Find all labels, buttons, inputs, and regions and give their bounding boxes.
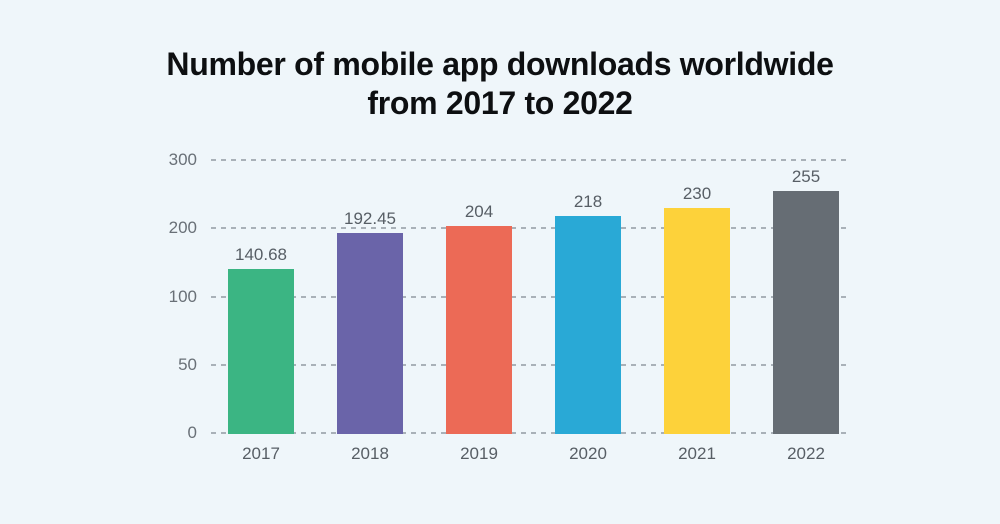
bar-2021 — [664, 208, 730, 434]
gridline-y-50 — [211, 363, 848, 366]
bar-2018 — [337, 233, 403, 434]
chart-title-line1: Number of mobile app downloads worldwide — [166, 46, 834, 82]
gridline-y-300 — [211, 159, 848, 161]
gridline-y-0 — [211, 432, 848, 434]
y-tick-label: 300 — [168, 150, 197, 169]
gridline-y-200 — [211, 227, 848, 230]
y-tick-label: 0 — [187, 423, 197, 442]
bar-value-label: 204 — [464, 202, 494, 221]
x-axis-label: 2022 — [787, 444, 825, 463]
bar-2022 — [773, 191, 839, 434]
bar-value-label: 255 — [791, 167, 821, 186]
bar-value-label: 192.45 — [344, 209, 396, 228]
chart-title: Number of mobile app downloads worldwide… — [0, 45, 1000, 123]
x-axis-label: 2019 — [460, 444, 498, 463]
bar-value-label: 218 — [573, 192, 603, 211]
bar-2017 — [228, 269, 294, 434]
gridline-y-100 — [211, 295, 848, 298]
x-axis-label: 2017 — [242, 444, 280, 463]
bar-value-label: 230 — [682, 184, 712, 203]
bar-value-label: 140.68 — [235, 245, 287, 264]
x-axis-label: 2020 — [569, 444, 607, 463]
bar-2020 — [555, 216, 621, 434]
y-tick-label: 50 — [178, 354, 197, 374]
y-tick-label: 200 — [168, 218, 197, 238]
chart-title-line2: from 2017 to 2022 — [367, 85, 633, 121]
x-axis-label: 2021 — [678, 444, 716, 463]
x-axis-label: 2018 — [351, 444, 389, 463]
bar-2019 — [446, 226, 512, 434]
y-tick-label: 100 — [168, 286, 197, 306]
